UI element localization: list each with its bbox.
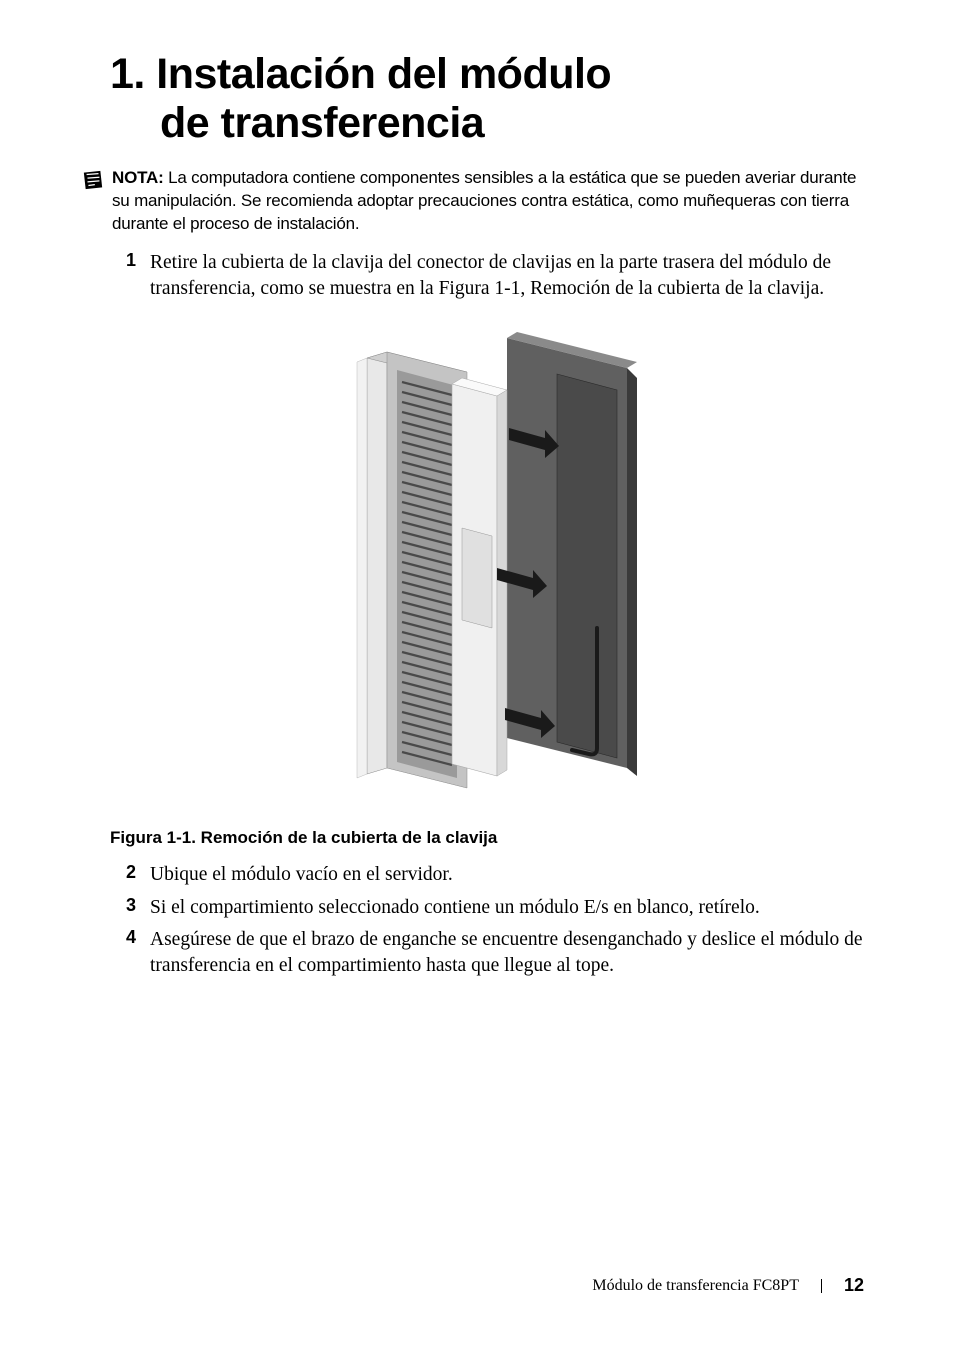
step-1: 1 Retire la cubierta de la clavija del c…: [108, 250, 864, 303]
figure-caption: Figura 1-1. Remoción de la cubierta de l…: [110, 828, 864, 848]
figure-1-1: [110, 328, 864, 808]
step-3-num: 3: [108, 895, 136, 916]
step-1-text: Retire la cubierta de la clavija del con…: [150, 250, 864, 303]
step-2-text: Ubique el módulo vacío en el servidor.: [150, 862, 453, 888]
step-3: 3 Si el compartimiento seleccionado cont…: [108, 895, 864, 921]
note-block: NOTA: La computadora contiene componente…: [82, 167, 864, 236]
step-4-text: Asegúrese de que el brazo de enganche se…: [150, 927, 864, 980]
note-body: La computadora contiene componentes sens…: [112, 168, 856, 233]
step-2-num: 2: [108, 862, 136, 883]
title-line1: 1. Instalación del módulo: [110, 50, 611, 98]
step-1-num: 1: [108, 250, 136, 271]
page-footer: Módulo de transferencia FC8PT 12: [592, 1275, 864, 1296]
title-line2: de transferencia: [110, 99, 864, 148]
footer-page-number: 12: [844, 1275, 864, 1296]
step-4: 4 Asegúrese de que el brazo de enganche …: [108, 927, 864, 980]
footer-divider: [821, 1279, 822, 1293]
note-icon: [82, 169, 104, 191]
note-text-container: NOTA: La computadora contiene componente…: [112, 167, 864, 236]
note-label: NOTA:: [112, 168, 164, 187]
step-2: 2 Ubique el módulo vacío en el servidor.: [108, 862, 864, 888]
page-title: 1. Instalación del módulo de transferenc…: [110, 50, 864, 149]
footer-doc-title: Módulo de transferencia FC8PT: [592, 1277, 799, 1295]
step-4-num: 4: [108, 927, 136, 948]
module-illustration: [297, 328, 677, 808]
step-3-text: Si el compartimiento seleccionado contie…: [150, 895, 760, 921]
